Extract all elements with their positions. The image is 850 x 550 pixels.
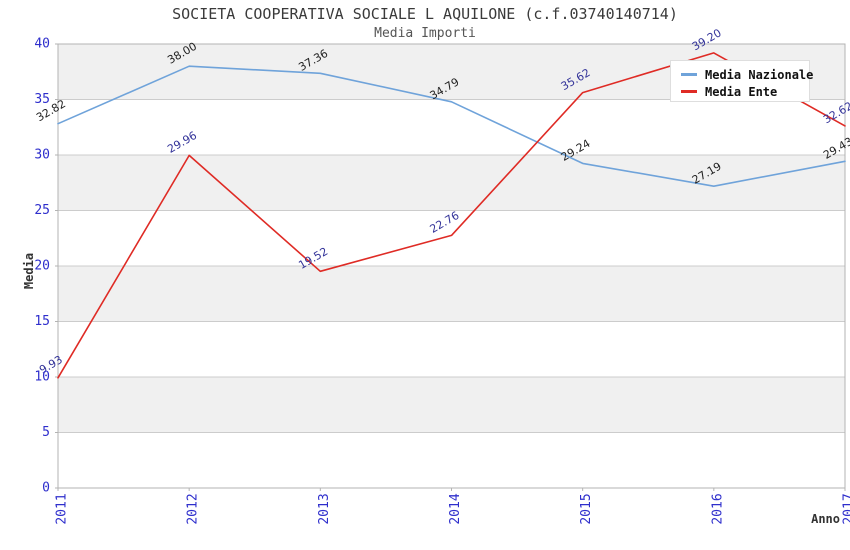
x-tick-label: 2013 (317, 493, 332, 524)
legend: Media Nazionale Media Ente (670, 60, 813, 102)
data-point-label: 32.62 (821, 99, 850, 126)
legend-item-media-nazionale: Media Nazionale (681, 66, 813, 83)
y-tick-label: 35 (34, 92, 50, 107)
grid-band (58, 266, 845, 322)
chart-subtitle: Media Importi (374, 26, 476, 41)
y-axis-title: Media (22, 252, 36, 290)
data-point-label: 22.76 (428, 209, 462, 236)
legend-swatch-media-nazionale (681, 73, 697, 76)
legend-item-media-ente: Media Ente (681, 83, 809, 100)
y-tick-label: 10 (34, 370, 50, 385)
chart-title: SOCIETA COOPERATIVA SOCIALE L AQUILONE (… (172, 5, 678, 23)
grid-band (58, 155, 845, 211)
y-tick-label: 5 (42, 425, 50, 440)
y-tick-label: 25 (34, 203, 50, 218)
x-axis-title: Anno (811, 512, 840, 526)
y-tick-label: 20 (34, 259, 50, 274)
grid-band (58, 377, 845, 433)
y-tick-label: 40 (34, 37, 50, 52)
y-tick-label: 15 (34, 314, 50, 329)
series-line-media-nazionale (57, 65, 846, 187)
x-tick-label: 2017 (842, 493, 850, 524)
y-tick-label: 0 (42, 481, 50, 496)
series-line-media-ente (57, 52, 846, 379)
data-point-label: 29.96 (165, 129, 199, 156)
x-tick-label: 2016 (710, 493, 725, 524)
x-tick-label: 2015 (579, 493, 594, 524)
x-tick-label: 2014 (448, 493, 463, 524)
legend-label-media-ente: Media Ente (705, 84, 778, 99)
y-tick-label: 30 (34, 148, 50, 163)
legend-swatch-media-ente (681, 90, 697, 93)
x-tick-label: 2012 (186, 493, 201, 524)
x-tick-label: 2011 (55, 493, 70, 524)
legend-label-media-nazionale: Media Nazionale (705, 67, 814, 82)
